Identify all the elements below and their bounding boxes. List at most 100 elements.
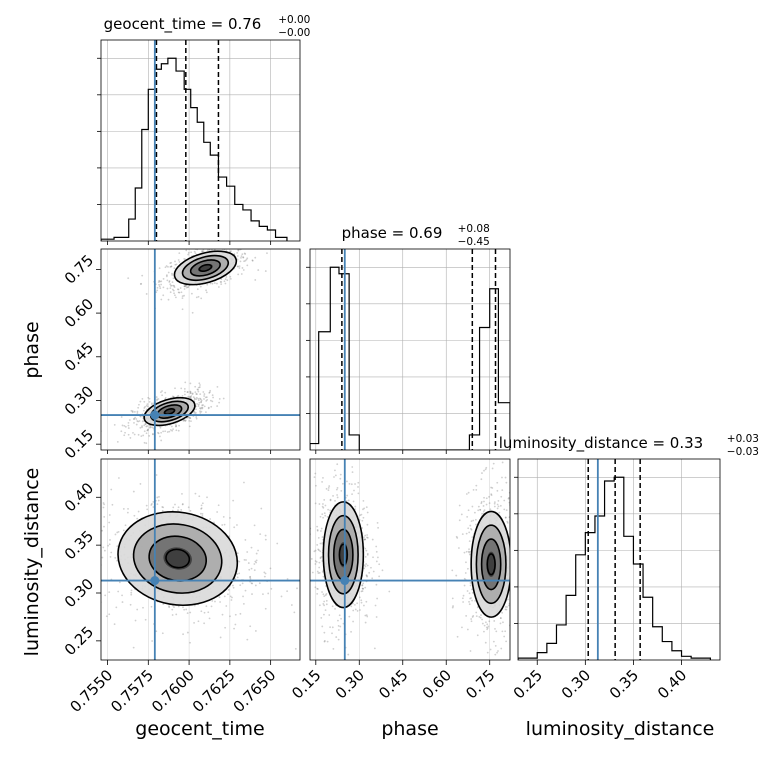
sample-point bbox=[328, 614, 331, 616]
sample-point bbox=[376, 521, 379, 524]
marginal-title-phase: phase = 0.69 bbox=[342, 224, 443, 242]
sample-point bbox=[131, 410, 134, 413]
sample-point bbox=[377, 526, 379, 529]
sample-point bbox=[340, 663, 342, 665]
sample-point bbox=[116, 440, 119, 443]
sample-point bbox=[158, 496, 160, 498]
sample-point bbox=[501, 476, 503, 479]
sample-point bbox=[129, 603, 132, 606]
sample-point bbox=[465, 550, 468, 553]
sample-point bbox=[201, 406, 204, 409]
sample-point bbox=[484, 621, 487, 624]
contour-2 bbox=[189, 259, 221, 277]
sample-point bbox=[127, 424, 130, 427]
sample-point bbox=[499, 617, 502, 619]
sample-point bbox=[507, 496, 510, 499]
sample-point bbox=[485, 466, 488, 469]
sample-point bbox=[475, 611, 478, 614]
sample-point bbox=[505, 640, 508, 643]
sample-point bbox=[463, 577, 466, 580]
sample-point bbox=[319, 556, 322, 559]
sample-point bbox=[161, 390, 163, 392]
sample-point bbox=[158, 283, 160, 286]
sample-point bbox=[350, 605, 353, 608]
sample-point bbox=[171, 429, 174, 432]
sample-point bbox=[171, 608, 174, 611]
sample-point bbox=[522, 599, 524, 601]
sample-point bbox=[511, 608, 513, 610]
sample-point bbox=[376, 556, 379, 559]
sample-point bbox=[317, 548, 320, 551]
sample-point bbox=[476, 634, 479, 637]
sample-point bbox=[146, 429, 149, 431]
sample-point bbox=[345, 500, 348, 502]
sample-point bbox=[455, 574, 458, 577]
sample-point bbox=[365, 600, 368, 603]
sample-point bbox=[148, 401, 151, 403]
sample-point bbox=[522, 580, 524, 582]
sample-point bbox=[511, 493, 513, 495]
phase-x-tick-label: 0.45 bbox=[375, 666, 411, 702]
sample-point bbox=[362, 516, 365, 519]
sample-point bbox=[189, 417, 192, 419]
sample-point bbox=[161, 394, 164, 397]
sample-point bbox=[467, 509, 470, 512]
phase-x-tick-label: 0.75 bbox=[462, 666, 498, 702]
sample-point bbox=[139, 283, 142, 285]
sample-point bbox=[226, 279, 229, 282]
sample-point bbox=[470, 597, 473, 599]
sample-point bbox=[465, 493, 468, 495]
sample-point bbox=[202, 391, 205, 393]
sample-point bbox=[156, 399, 158, 402]
sample-point bbox=[388, 590, 391, 593]
sample-point bbox=[230, 599, 233, 601]
sample-point bbox=[255, 559, 258, 562]
sample-point bbox=[322, 602, 325, 605]
sample-point bbox=[194, 411, 197, 414]
sample-point bbox=[110, 488, 113, 491]
sample-point bbox=[348, 615, 351, 618]
sample-point bbox=[184, 420, 187, 422]
phase-y-tick-label: 0.60 bbox=[61, 295, 97, 331]
sample-point bbox=[156, 286, 159, 289]
sample-point bbox=[466, 628, 469, 631]
sample-point bbox=[350, 483, 353, 486]
sample-point bbox=[174, 503, 176, 506]
sample-point bbox=[506, 521, 509, 524]
sample-point bbox=[185, 249, 188, 252]
sample-point bbox=[247, 562, 250, 564]
sample-point bbox=[216, 511, 219, 513]
sample-point bbox=[144, 423, 147, 426]
sample-point bbox=[263, 575, 266, 578]
sample-point bbox=[138, 420, 141, 422]
sample-point bbox=[134, 416, 137, 419]
sample-point bbox=[141, 420, 144, 423]
sample-point bbox=[68, 522, 70, 524]
sample-point bbox=[200, 400, 203, 403]
sample-point bbox=[145, 432, 148, 435]
sample-point bbox=[467, 567, 469, 570]
sample-point bbox=[195, 417, 198, 420]
sample-point bbox=[190, 245, 192, 247]
sample-point bbox=[207, 611, 210, 614]
sample-point bbox=[206, 398, 209, 401]
sample-point bbox=[322, 503, 324, 505]
sample-point bbox=[239, 612, 242, 615]
sample-point bbox=[142, 606, 144, 609]
sample-point bbox=[74, 529, 76, 531]
sample-point bbox=[351, 493, 353, 496]
sample-point bbox=[363, 536, 365, 539]
sample-point bbox=[354, 608, 357, 611]
sample-point bbox=[365, 506, 368, 509]
sample-point bbox=[189, 417, 192, 420]
sample-point bbox=[240, 246, 242, 248]
sample-point bbox=[190, 251, 193, 254]
sample-point bbox=[371, 538, 374, 541]
sample-point bbox=[186, 391, 189, 393]
sample-point bbox=[321, 505, 324, 508]
phase-y-tick-label: 0.30 bbox=[61, 382, 97, 418]
sample-point bbox=[251, 245, 253, 247]
sample-point bbox=[172, 395, 175, 398]
sample-point bbox=[336, 463, 339, 466]
sample-point bbox=[229, 275, 232, 278]
